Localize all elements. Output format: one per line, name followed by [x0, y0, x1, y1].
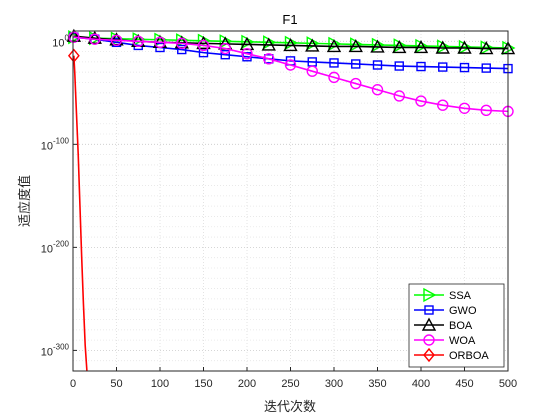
data-point-woa — [197, 39, 210, 52]
data-point-boa — [283, 37, 298, 52]
data-point-gwo — [416, 61, 426, 72]
series-line-ssa — [73, 36, 509, 49]
data-point-boa — [435, 40, 450, 54]
data-point-orboa — [67, 48, 80, 63]
data-point-woa — [89, 33, 101, 45]
x-tick-label: 350 — [368, 378, 386, 390]
data-point-woa — [458, 102, 471, 114]
data-point-gwo — [351, 59, 361, 69]
data-point-gwo — [329, 58, 339, 68]
data-point-woa — [306, 65, 318, 77]
data-point-woa — [110, 34, 123, 46]
data-point-gwo — [438, 62, 448, 72]
grid — [72, 30, 509, 372]
y-axis-label: 适应度值 — [17, 175, 33, 227]
x-tick-label: 450 — [455, 378, 473, 390]
legend-label-orboa: ORBOA — [449, 350, 489, 362]
legend-entry-woa: WOA — [414, 334, 476, 347]
data-point-boa — [261, 37, 276, 51]
data-point-gwo — [177, 44, 187, 55]
legend-marker-gwo — [424, 305, 434, 315]
data-point-woa — [328, 71, 340, 84]
x-axis-ticks: 0 50 100 150 200 250 300 350 400 450 500 — [70, 367, 517, 390]
y-tick-label: 100 — [52, 33, 69, 49]
series-orboa — [67, 48, 88, 372]
data-point-woa — [263, 53, 275, 65]
legend-entry-boa: BOA — [414, 317, 473, 332]
data-point-boa — [370, 39, 385, 53]
data-point-boa — [87, 30, 102, 44]
series-line-orboa — [73, 55, 88, 372]
legend-entry-gwo: GWO — [414, 305, 477, 317]
x-tick-label: 0 — [70, 378, 76, 390]
legend-label-boa: BOA — [449, 320, 473, 332]
data-point-woa — [371, 84, 384, 96]
x-tick-label: 50 — [110, 378, 122, 390]
legend-label-ssa: SSA — [449, 290, 472, 302]
data-point-boa — [239, 36, 255, 51]
data-point-woa — [219, 42, 231, 55]
legend-marker-boa — [421, 317, 437, 331]
x-tick-label: 200 — [238, 378, 256, 390]
x-axis-label: 迭代次数 — [264, 399, 316, 415]
legend-label-gwo: GWO — [449, 305, 477, 317]
data-point-woa — [480, 104, 492, 117]
x-tick-label: 250 — [281, 378, 299, 390]
x-tick-label: 100 — [151, 378, 169, 390]
data-point-woa — [176, 37, 188, 50]
data-point-woa — [132, 35, 144, 48]
x-tick-label: 500 — [499, 378, 517, 390]
series-line-woa — [73, 36, 509, 113]
watermark: CSDN @心升明月 — [450, 391, 548, 405]
data-point-gwo — [220, 49, 230, 60]
data-point-woa — [393, 90, 405, 102]
data-point-woa — [437, 99, 449, 111]
legend: SSA GWO BOA WOA ORBOA — [408, 283, 505, 368]
y-tick-label: 10-300 — [41, 342, 70, 358]
data-point-boa — [348, 38, 363, 53]
legend-entry-ssa: SSA — [414, 287, 472, 303]
y-axis-ticks: 100 10-100 10-200 10-300 — [41, 33, 77, 358]
y-tick-label: 10-200 — [41, 239, 70, 255]
legend-marker-woa — [423, 334, 435, 346]
data-point-boa — [196, 35, 211, 50]
data-point-boa — [413, 40, 429, 54]
data-point-gwo — [459, 62, 470, 73]
data-point-gwo — [264, 54, 274, 64]
x-tick-label: 150 — [194, 378, 212, 390]
data-point-boa — [392, 40, 407, 54]
x-tick-label: 300 — [325, 378, 343, 390]
data-point-boa — [479, 41, 494, 55]
data-point-gwo — [481, 63, 491, 73]
chart-title: F1 — [282, 12, 297, 27]
data-point-boa — [457, 40, 472, 54]
legend-marker-ssa — [423, 287, 437, 303]
data-point-boa — [326, 38, 342, 53]
data-point-gwo — [394, 61, 404, 71]
data-point-woa — [154, 36, 166, 49]
data-point-boa — [305, 38, 320, 52]
data-point-woa — [284, 59, 297, 71]
data-point-woa — [241, 47, 253, 60]
data-point-woa — [350, 77, 362, 90]
series-line-gwo — [73, 36, 509, 70]
legend-marker-orboa — [423, 347, 435, 363]
y-tick-label: 10-100 — [41, 136, 70, 152]
legend-entry-orboa: ORBOA — [414, 347, 489, 363]
legend-label-woa: WOA — [449, 335, 476, 347]
x-tick-label: 400 — [412, 378, 430, 390]
data-point-gwo — [372, 60, 383, 70]
data-point-woa — [68, 31, 80, 43]
data-point-woa — [415, 95, 427, 107]
